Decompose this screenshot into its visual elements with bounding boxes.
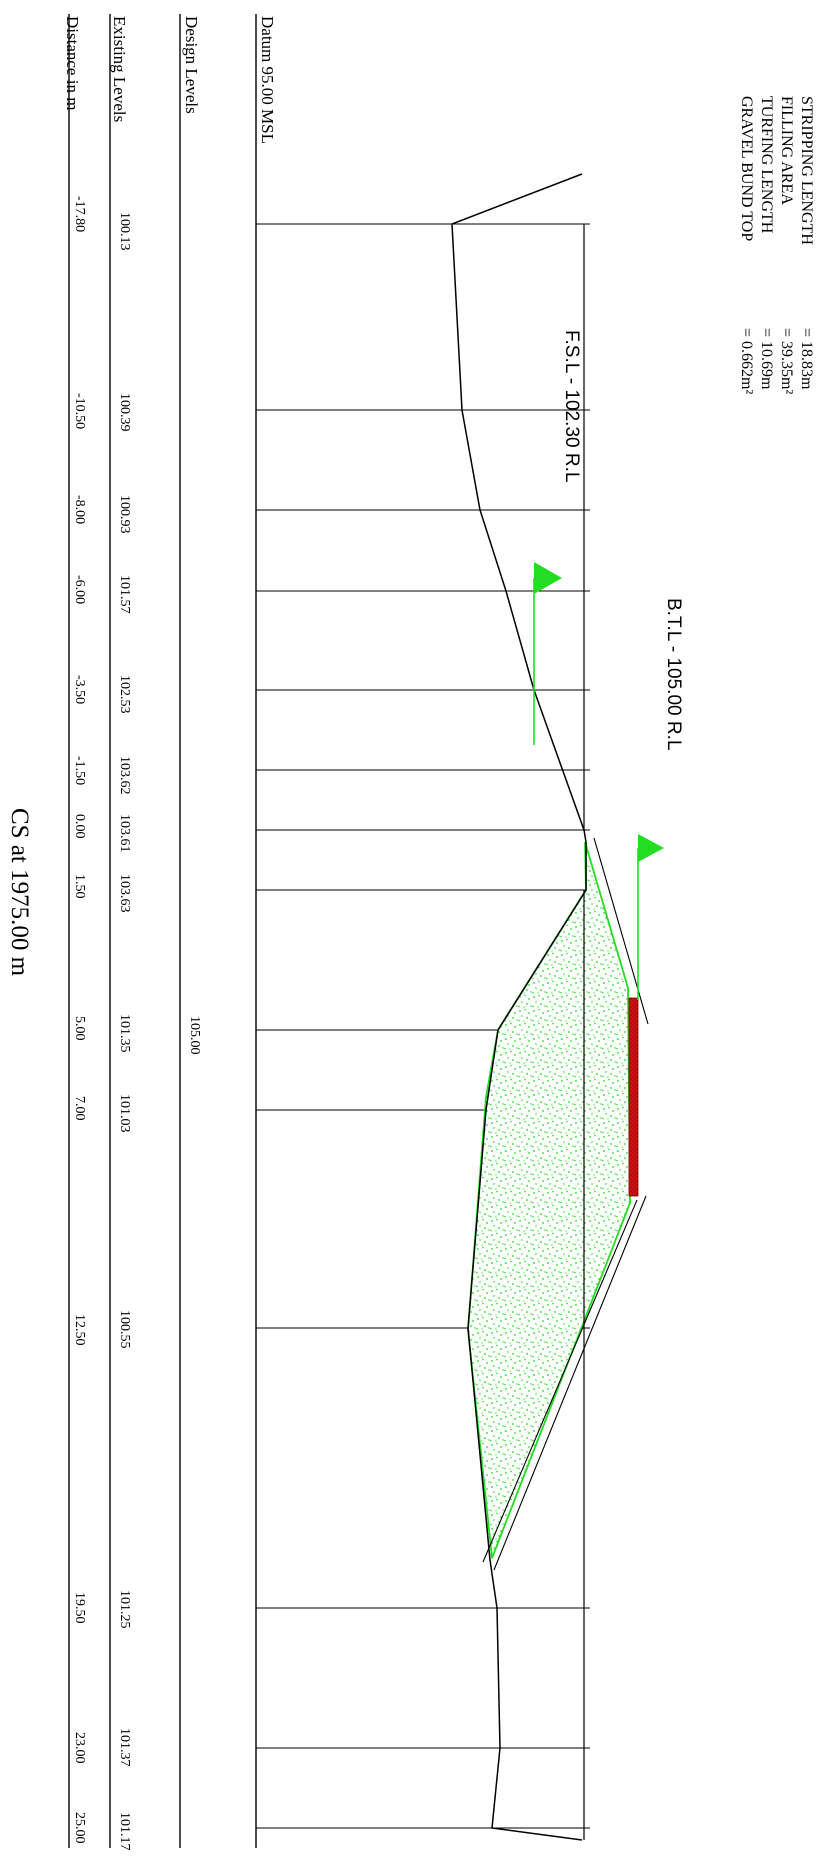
level-value: 100.93 [117,495,132,534]
level-value: 103.62 [117,756,132,795]
btl-label: B.T.L - 105.00 R.L [663,598,684,750]
turfing-lines [482,837,649,1571]
level-value: 103.61 [117,814,132,853]
quantity-name: GRAVEL BUND TOP [738,96,755,241]
distance-value: 23.00 [72,1732,87,1764]
distance-value: 25.00 [72,1812,87,1844]
level-value: 101.35 [117,1014,132,1053]
level-value: 100.55 [117,1310,132,1349]
fsl-label: F.S.L - 102.30 R.L [561,330,582,482]
level-value: 100.13 [117,212,132,251]
quantity-name: STRIPPING LENGTH [798,96,815,245]
datum-label: Datum 95.00 MSL [258,16,277,144]
distance-value: 12.50 [72,1314,87,1346]
gravel-bund [628,997,639,1197]
level-value: 101.37 [117,1728,132,1767]
level-value: 100.39 [117,393,132,432]
station-values: -17.80 100.13 -10.50 100.39 -8.00 100.93… [72,196,202,1851]
level-value: 101.57 [117,575,132,614]
design-level-value: 105.00 [187,1016,202,1055]
quantity-name: FILLING AREA [778,96,795,205]
distance-value: -3.50 [72,675,87,704]
level-value: 101.17 [117,1812,132,1851]
distance-value: 5.00 [72,1016,87,1041]
row-headers: Datum 95.00 MSL Design Levels Existing L… [63,16,277,144]
distance-value: 0.00 [72,814,87,839]
quantity-name: TURFING LENGTH [758,96,775,234]
level-value: 103.63 [117,874,132,913]
btl-marker: B.T.L - 105.00 R.L [637,598,684,1000]
level-value: 101.03 [117,1094,132,1133]
ground-profile [451,173,587,1841]
section-caption: CS at 1975.00 m [6,808,33,977]
distance-value: -6.00 [72,575,87,604]
fsl-marker: F.S.L - 102.30 R.L [533,330,582,745]
distance-label: Distance in m [63,16,82,110]
distance-value: 7.00 [72,1096,87,1121]
design-levels-label: Design Levels [182,16,201,114]
quantity-value: = 39.35m² [778,328,795,394]
quantities-table: STRIPPING LENGTH = 18.83m FILLING AREA =… [738,96,815,394]
distance-value: -10.50 [72,393,87,429]
distance-value: -1.50 [72,756,87,785]
distance-value: -8.00 [72,495,87,524]
quantity-value: = 18.83m [798,328,815,390]
quantity-value: = 0.662m² [738,328,755,394]
level-value: 101.25 [117,1590,132,1629]
quantity-value: = 10.69m [758,328,775,390]
distance-value: -17.80 [72,196,87,232]
table-frame [68,14,257,1848]
existing-levels-label: Existing Levels [110,16,129,122]
distance-value: 19.50 [72,1592,87,1624]
level-value: 102.53 [117,675,132,714]
distance-value: 1.50 [72,874,87,899]
